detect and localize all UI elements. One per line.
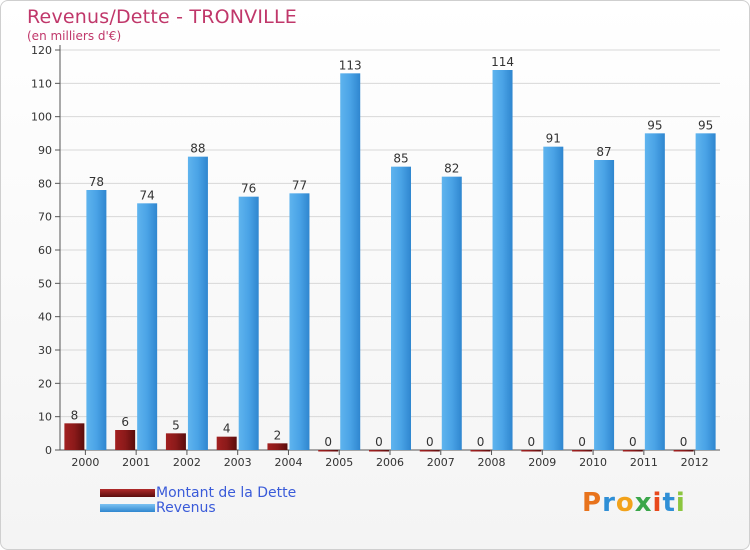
data-label-dette: 0	[527, 435, 535, 449]
x-tick-label: 2004	[274, 456, 302, 469]
data-label-dette: 0	[578, 435, 586, 449]
logo-letter: x	[634, 488, 653, 518]
data-label-dette: 2	[274, 428, 282, 442]
bar-dette	[521, 450, 542, 452]
bar-dette	[165, 433, 186, 450]
bar-dette	[673, 450, 694, 452]
bar-revenus	[187, 156, 208, 450]
data-label-revenus: 114	[491, 55, 514, 69]
y-tick-label: 60	[38, 244, 52, 257]
legend-swatch-revenus	[100, 504, 155, 512]
data-label-revenus: 113	[339, 58, 362, 72]
x-tick-label: 2009	[528, 456, 556, 469]
bar-dette	[318, 450, 339, 452]
data-label-dette: 6	[121, 415, 129, 429]
y-tick-label: 80	[38, 177, 52, 190]
bar-dette	[115, 430, 136, 450]
bar-revenus	[492, 70, 513, 450]
data-label-dette: 0	[629, 435, 637, 449]
data-label-revenus: 76	[241, 182, 256, 196]
bar-dette	[64, 423, 85, 450]
data-label-dette: 0	[324, 435, 332, 449]
y-tick-label: 20	[38, 377, 52, 390]
bar-revenus	[644, 133, 665, 451]
bar-revenus	[441, 176, 462, 450]
y-tick-label: 0	[45, 444, 52, 457]
data-label-revenus: 82	[444, 162, 459, 176]
data-label-dette: 0	[375, 435, 383, 449]
x-tick-label: 2006	[376, 456, 404, 469]
data-label-revenus: 88	[190, 142, 205, 156]
chart-title: Revenus/Dette - TRONVILLE	[27, 6, 297, 28]
x-tick-label: 2002	[173, 456, 201, 469]
legend-label-revenus: Revenus	[156, 500, 216, 516]
bar-dette	[622, 450, 643, 452]
data-label-dette: 0	[426, 435, 434, 449]
data-label-revenus: 87	[596, 145, 611, 159]
y-tick-label: 50	[38, 277, 52, 290]
y-tick-label: 70	[38, 211, 52, 224]
data-label-revenus: 78	[89, 175, 104, 189]
bar-revenus	[86, 190, 107, 450]
logo-letter: o	[615, 488, 635, 518]
data-label-revenus: 95	[698, 118, 713, 132]
logo-letter: t	[662, 488, 676, 518]
legend-label-dette: Montant de la Dette	[156, 485, 297, 501]
bar-revenus	[238, 196, 259, 450]
x-tick-label: 2011	[630, 456, 658, 469]
bar-revenus	[137, 203, 158, 450]
bar-dette	[572, 450, 593, 452]
data-label-revenus: 91	[546, 132, 561, 146]
logo-letter: r	[602, 488, 616, 518]
y-tick-label: 100	[31, 111, 52, 124]
proxiti-logo: Proxiti	[582, 488, 686, 518]
x-tick-label: 2007	[427, 456, 455, 469]
logo-letter: i	[675, 488, 686, 518]
y-tick-label: 40	[38, 311, 52, 324]
bar-revenus	[594, 160, 615, 450]
y-tick-label: 30	[38, 344, 52, 357]
data-label-dette: 4	[223, 422, 231, 436]
data-label-revenus: 85	[393, 152, 408, 166]
data-label-dette: 0	[477, 435, 485, 449]
y-tick-label: 90	[38, 144, 52, 157]
data-label-revenus: 74	[140, 188, 155, 202]
data-label-dette: 8	[71, 408, 79, 422]
x-tick-label: 2010	[579, 456, 607, 469]
bar-revenus	[391, 166, 411, 450]
y-tick-label: 10	[38, 411, 52, 424]
data-label-revenus: 77	[292, 178, 307, 192]
x-tick-label: 2003	[224, 456, 252, 469]
data-label-revenus: 95	[647, 118, 662, 132]
bar-revenus	[695, 133, 716, 451]
x-tick-label: 2001	[122, 456, 150, 469]
bar-dette	[216, 436, 237, 450]
bar-revenus	[340, 73, 361, 450]
bar-dette	[419, 450, 440, 452]
bar-dette	[267, 443, 288, 450]
bar-dette	[470, 450, 491, 452]
data-label-dette: 5	[172, 418, 180, 432]
chart-subtitle: (en milliers d'€)	[27, 29, 122, 43]
legend-swatch-dette	[100, 489, 155, 497]
x-tick-label: 2005	[325, 456, 353, 469]
bar-revenus	[543, 146, 564, 450]
logo-letter: i	[652, 488, 663, 518]
logo-letter: P	[582, 488, 603, 518]
y-tick-label: 120	[31, 44, 52, 57]
y-tick-label: 110	[31, 77, 52, 90]
data-label-dette: 0	[680, 435, 688, 449]
x-tick-label: 2008	[478, 456, 506, 469]
x-tick-label: 2000	[71, 456, 99, 469]
bar-dette	[369, 450, 389, 452]
x-tick-label: 2012	[681, 456, 709, 469]
bar-revenus	[289, 193, 310, 451]
